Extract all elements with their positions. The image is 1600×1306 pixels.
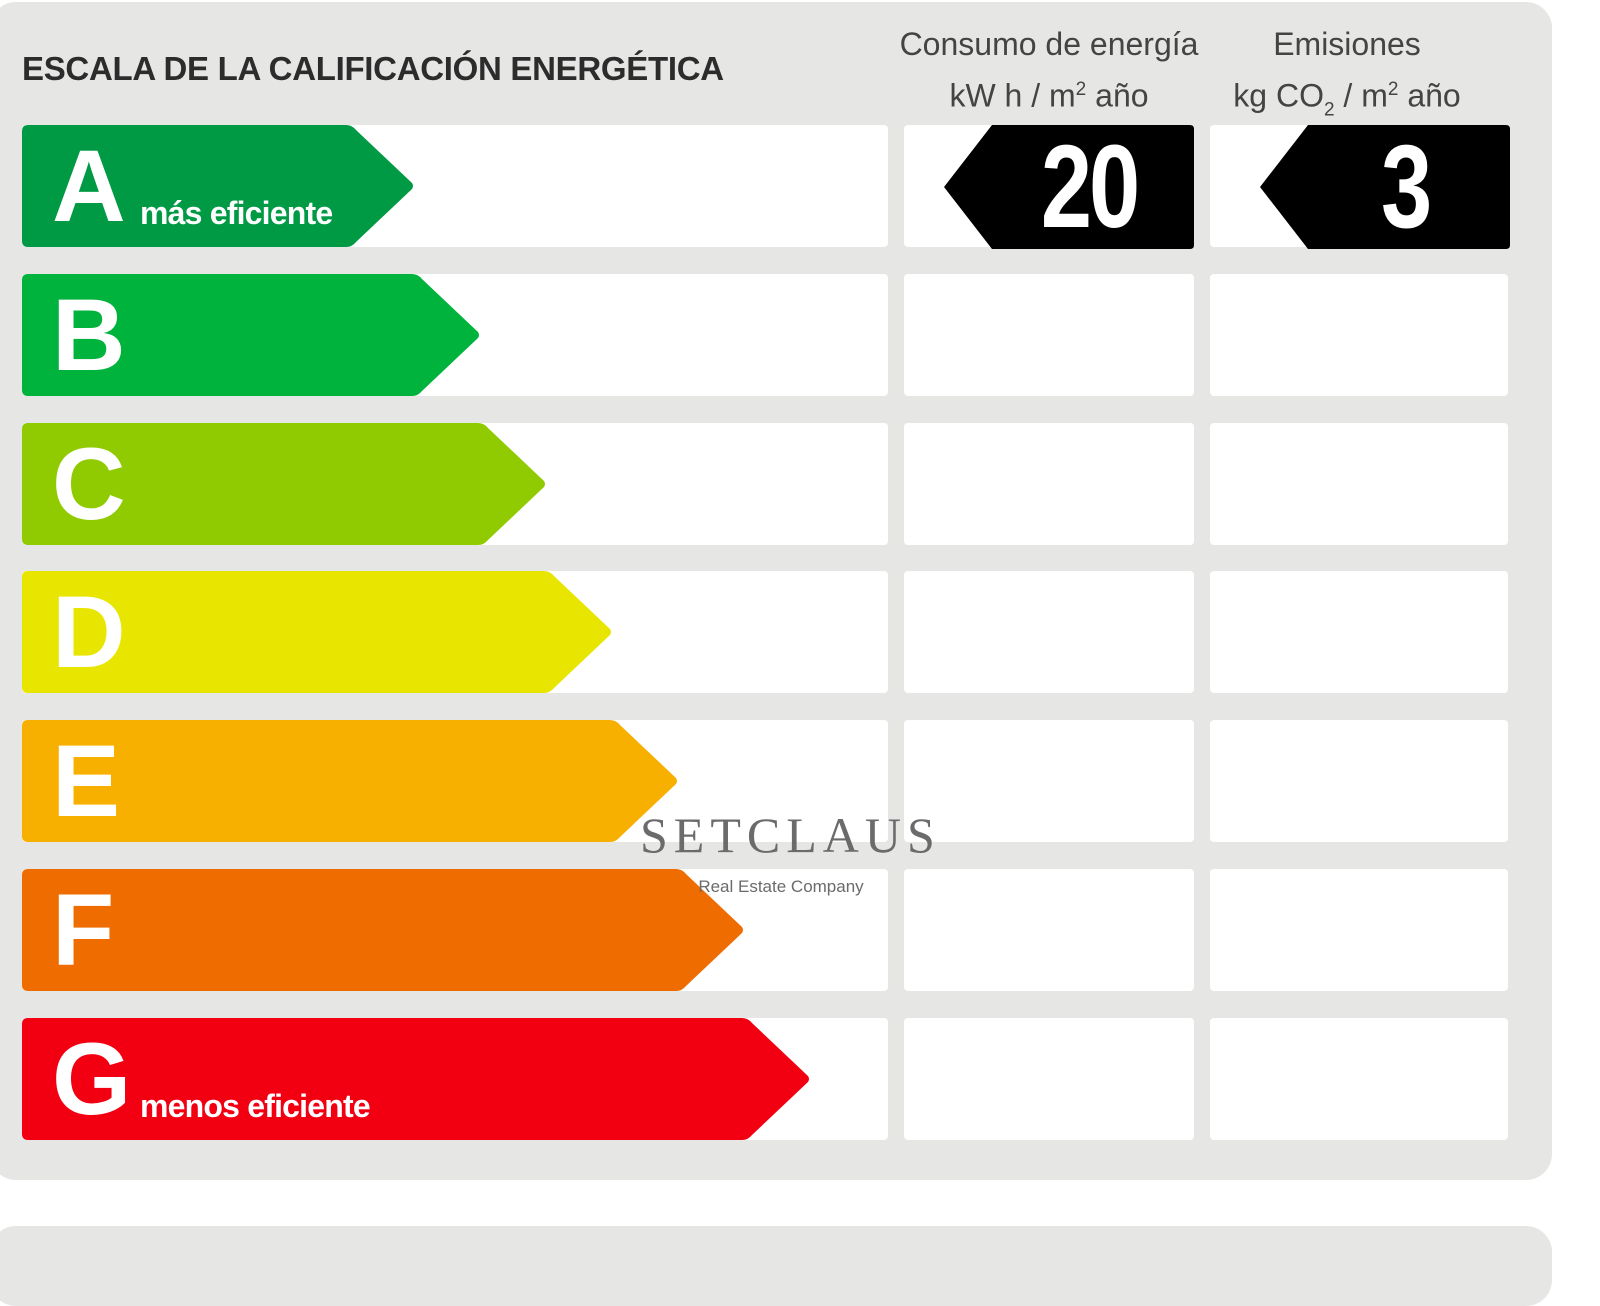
consumo-value-marker: 20 <box>944 125 1194 249</box>
consumo-value: 20 <box>1040 121 1140 253</box>
emisiones-cell <box>1210 274 1508 396</box>
emisiones-cell <box>1210 720 1508 842</box>
rating-row-f: F <box>0 869 1600 991</box>
rating-letter: C <box>52 427 126 541</box>
rating-row-d: D <box>0 571 1600 693</box>
watermark-brand: SETCLAUS <box>640 807 941 863</box>
page-title: ESCALA DE LA CALIFICACIÓN ENERGÉTICA <box>22 50 724 87</box>
rating-letter: E <box>52 724 121 838</box>
rating-letter: D <box>52 575 126 689</box>
rating-arrow-shape <box>22 571 611 693</box>
rating-row-e: E <box>0 720 1600 842</box>
consumo-cell <box>904 274 1194 396</box>
emisiones-cell <box>1210 869 1508 991</box>
rating-letter: F <box>52 873 115 987</box>
emisiones-header-line1: Emisiones <box>1273 26 1421 62</box>
emisiones-column-header: Emisiones kg CO2 / m2 año <box>1214 22 1480 133</box>
rating-letter: G <box>52 1022 132 1136</box>
rating-arrow-e: E <box>22 720 678 842</box>
rating-arrow-shape <box>22 125 413 247</box>
emisiones-cell <box>1210 423 1508 545</box>
rating-arrow-d: D <box>22 571 612 693</box>
consumo-column-header: Consumo de energía kW h / m2 año <box>896 22 1202 119</box>
rating-label: más eficiente <box>140 195 333 231</box>
emisiones-cell <box>1210 1018 1508 1140</box>
consumo-cell <box>904 720 1194 842</box>
rating-arrow-shape <box>22 423 545 545</box>
watermark-tagline: Real Estate Company <box>698 877 864 896</box>
rating-arrow-f: F <box>22 869 744 991</box>
lower-panel <box>0 1226 1552 1306</box>
emisiones-cell <box>1210 571 1508 693</box>
emisiones-value-marker: 3 <box>1260 125 1510 249</box>
rating-label: menos eficiente <box>140 1088 371 1124</box>
consumo-cell <box>904 571 1194 693</box>
rating-arrow-shape <box>22 1018 809 1140</box>
rating-letter: B <box>52 278 126 392</box>
rating-letter: A <box>52 129 126 243</box>
emisiones-marker-shape <box>1260 125 1510 249</box>
consumo-header-line1: Consumo de energía <box>899 26 1199 62</box>
consumo-cell <box>904 1018 1194 1140</box>
consumo-cell <box>904 869 1194 991</box>
rating-arrow-shape <box>22 869 743 991</box>
consumo-cell <box>904 423 1194 545</box>
rating-arrow-shape <box>22 274 479 396</box>
rating-arrow-c: C <box>22 423 546 545</box>
consumo-marker-shape <box>944 125 1194 249</box>
rating-arrow-shape <box>22 720 677 842</box>
rating-row-b: B <box>0 274 1600 396</box>
rating-row-c: C <box>0 423 1600 545</box>
emisiones-header-line2: kg CO2 / m2 año <box>1233 77 1461 121</box>
consumo-header-line2: kW h / m2 año <box>949 77 1149 114</box>
emisiones-value: 3 <box>1380 121 1432 253</box>
rating-arrow-b: B <box>22 274 480 396</box>
